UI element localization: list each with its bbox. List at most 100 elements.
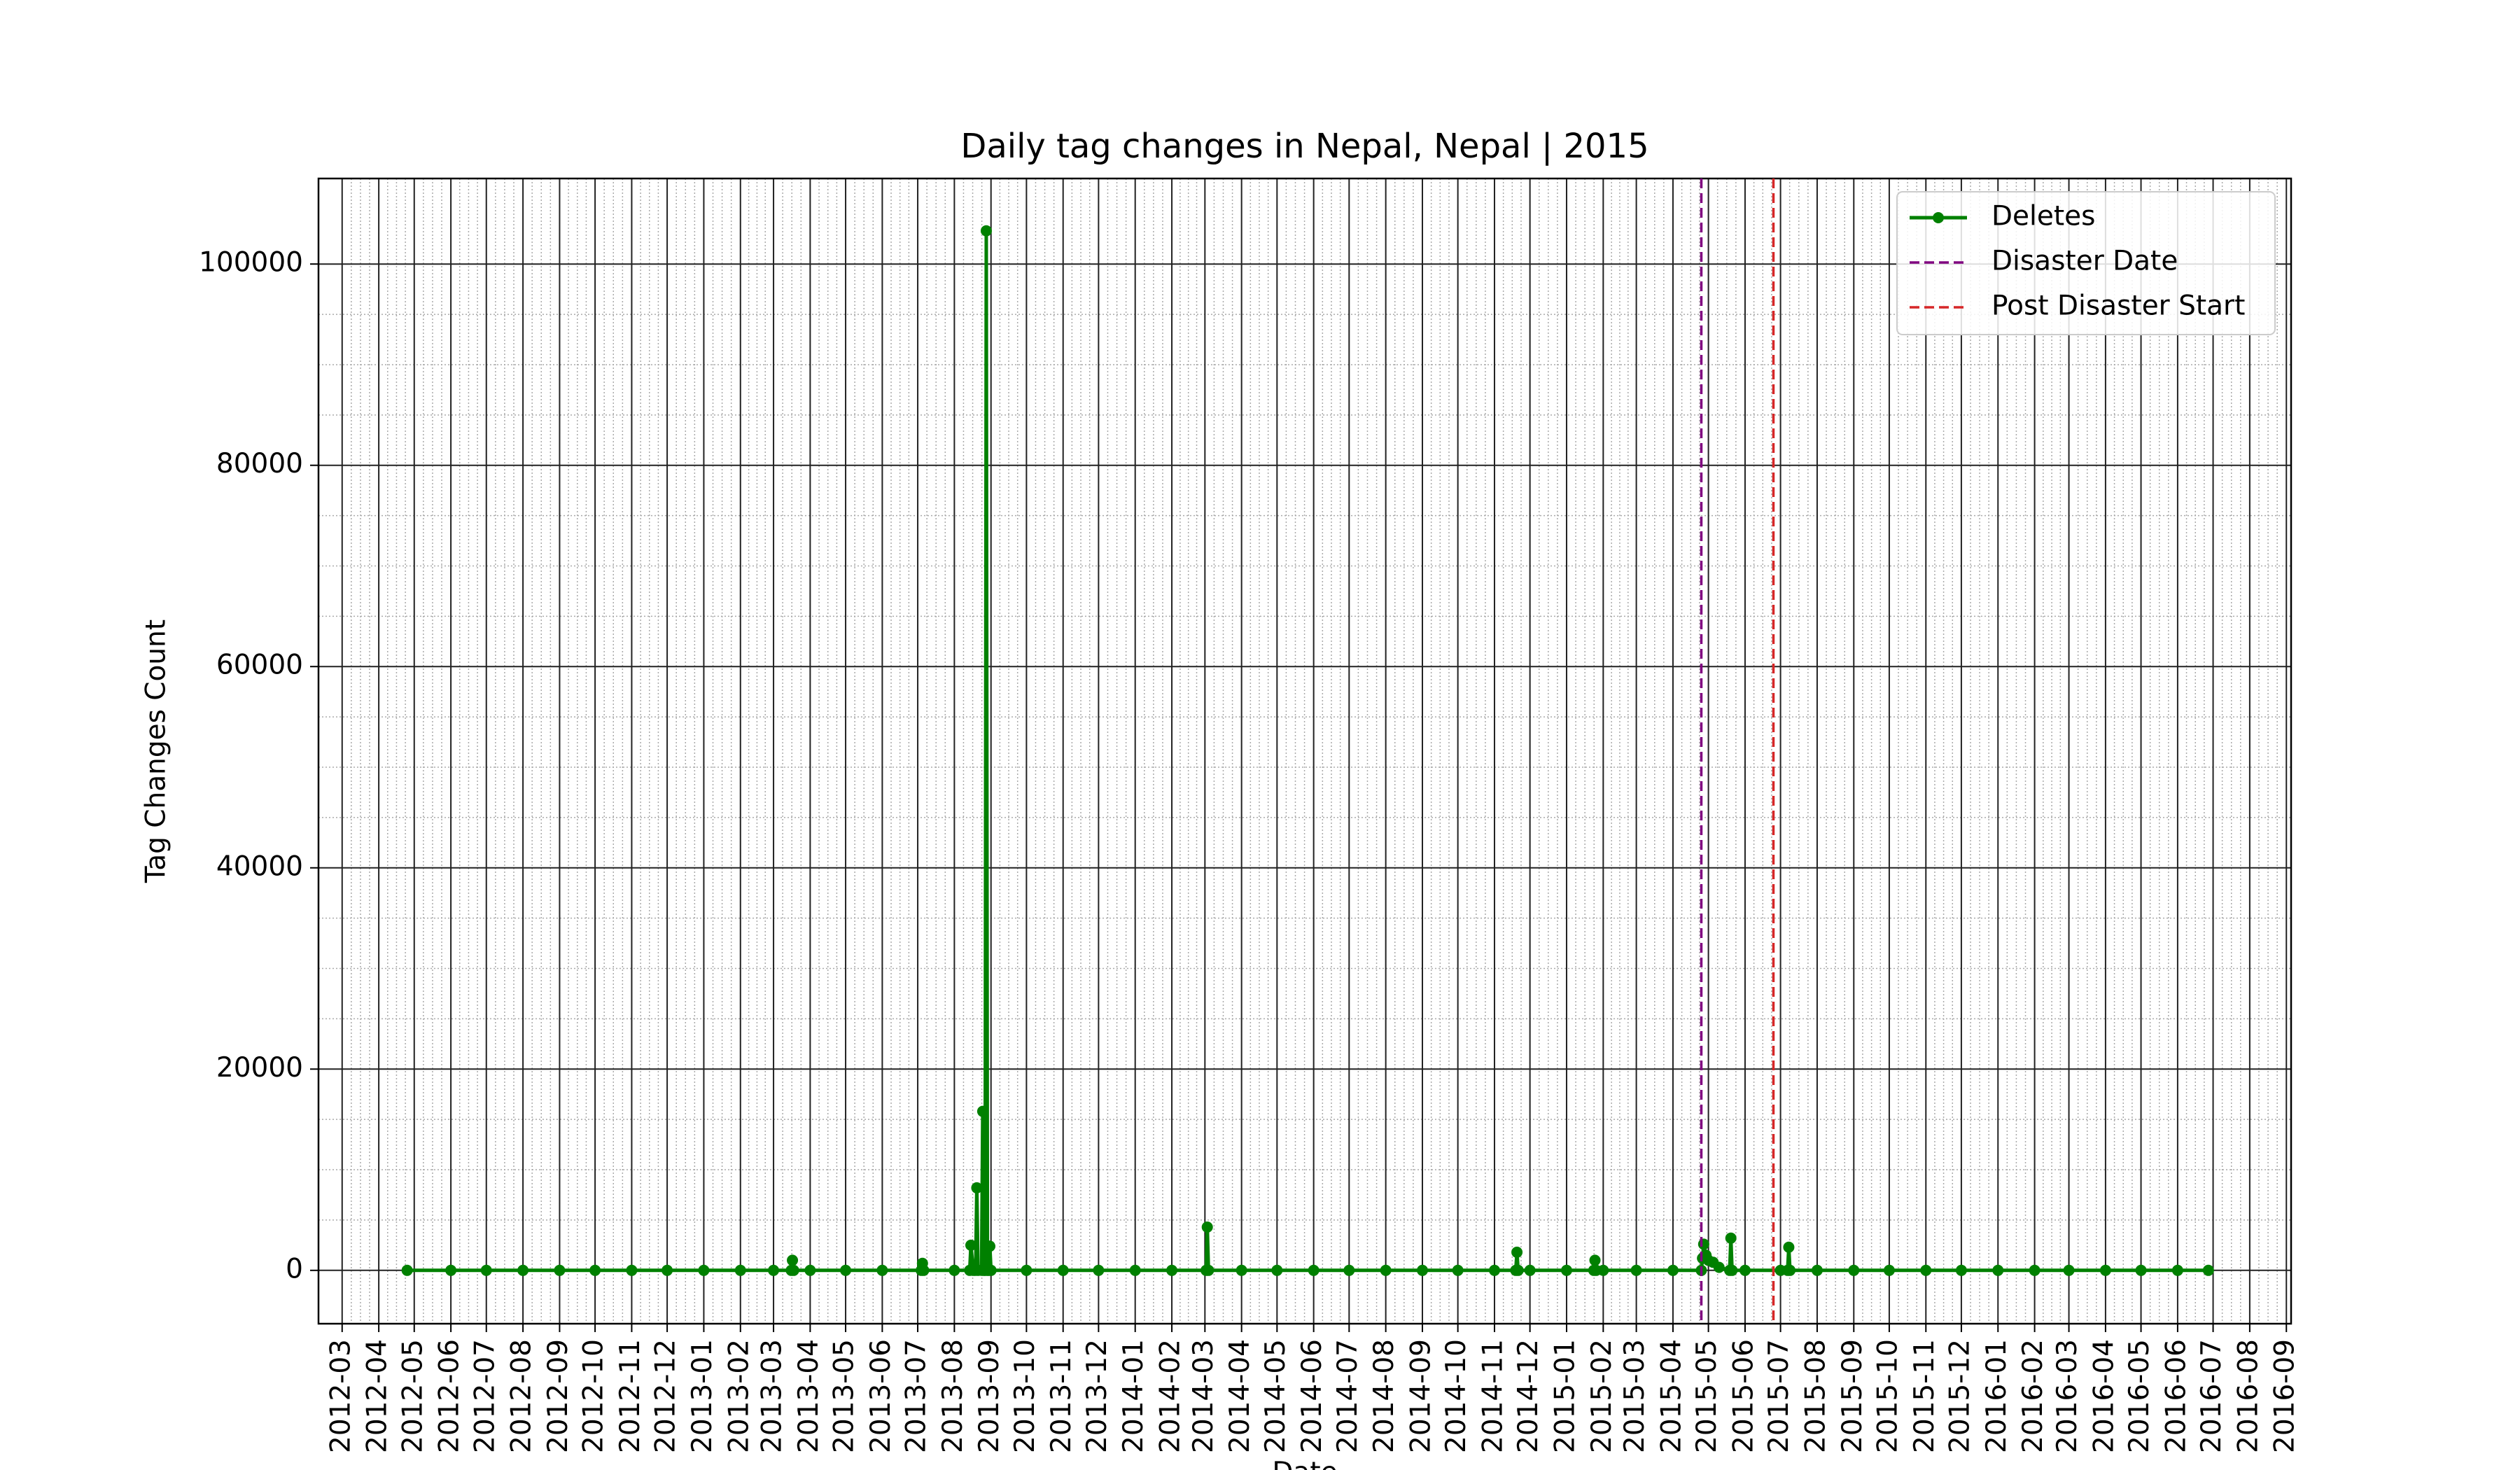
x-tick-label: 2014-01 — [1118, 1339, 1149, 1453]
x-tick-label: 2013-12 — [1082, 1339, 1113, 1453]
x-tick-label: 2016-05 — [2124, 1339, 2155, 1453]
legend-label: Post Disaster Start — [1991, 290, 2245, 322]
x-tick-label: 2012-05 — [397, 1339, 428, 1453]
x-tick-label: 2014-04 — [1224, 1339, 1256, 1453]
x-tick-label: 2015-06 — [1728, 1339, 1759, 1453]
x-tick-label: 2013-01 — [687, 1339, 718, 1453]
x-tick-label: 2014-03 — [1188, 1339, 1219, 1453]
x-tick-label: 2013-07 — [901, 1339, 932, 1453]
x-tick-label: 2015-07 — [1763, 1339, 1795, 1453]
data-point — [1271, 1264, 1283, 1276]
x-tick-label: 2014-08 — [1368, 1339, 1400, 1453]
x-tick-label: 2013-09 — [974, 1339, 1005, 1453]
x-tick-label: 2015-12 — [1944, 1339, 1975, 1453]
y-tick-label: 100000 — [199, 247, 303, 279]
data-point — [840, 1264, 852, 1276]
x-tick-label: 2015-04 — [1656, 1339, 1687, 1453]
x-tick-label: 2015-02 — [1586, 1339, 1618, 1453]
data-point — [1698, 1238, 1709, 1250]
x-tick-label: 2014-10 — [1441, 1339, 1472, 1453]
data-point — [1783, 1241, 1795, 1253]
legend-box — [1896, 191, 2276, 335]
data-point — [1416, 1264, 1428, 1276]
data-point — [980, 225, 992, 237]
data-point — [1488, 1264, 1500, 1276]
y-tick-label: 60000 — [216, 650, 303, 681]
x-tick-label: 2013-02 — [723, 1339, 755, 1453]
x-tick-label: 2012-10 — [578, 1339, 610, 1453]
data-point — [1589, 1254, 1601, 1266]
x-tick-label: 2014-02 — [1155, 1339, 1186, 1453]
data-point — [1380, 1264, 1392, 1276]
x-tick-label: 2012-12 — [650, 1339, 682, 1453]
data-point — [1739, 1264, 1751, 1276]
chart-title: Daily tag changes in Nepal, Nepal | 2015 — [960, 127, 1648, 166]
data-point — [1848, 1264, 1860, 1276]
x-tick-label: 2012-09 — [542, 1339, 574, 1453]
data-point — [1057, 1264, 1069, 1276]
legend-label: Deletes — [1991, 201, 2095, 232]
x-tick-label: 2013-10 — [1009, 1339, 1041, 1453]
x-tick-label: 2015-09 — [1837, 1339, 1868, 1453]
data-point — [1093, 1264, 1105, 1276]
data-point — [1512, 1264, 1524, 1276]
y-tick-label: 0 — [286, 1253, 303, 1284]
data-point — [734, 1264, 746, 1276]
x-axis-label: Date — [1272, 1457, 1337, 1470]
x-tick-label: 2013-05 — [829, 1339, 860, 1453]
x-tick-label: 2012-04 — [362, 1339, 393, 1453]
data-point — [1021, 1264, 1032, 1276]
x-tick-label: 2012-07 — [469, 1339, 500, 1453]
x-tick-label: 2016-06 — [2160, 1339, 2192, 1453]
data-point — [1203, 1264, 1214, 1276]
x-tick-label: 2016-02 — [2017, 1339, 2049, 1453]
data-point — [1992, 1264, 2004, 1276]
x-tick-label: 2016-07 — [2196, 1339, 2227, 1453]
y-tick-label: 80000 — [216, 448, 303, 479]
x-tick-label: 2015-10 — [1872, 1339, 1903, 1453]
data-point — [2171, 1264, 2183, 1276]
data-point — [1511, 1246, 1523, 1258]
x-tick-label: 2012-06 — [434, 1339, 465, 1453]
data-point — [1667, 1264, 1679, 1276]
x-tick-label: 2014-11 — [1477, 1339, 1508, 1453]
x-tick-label: 2014-07 — [1332, 1339, 1364, 1453]
x-tick-label: 2013-03 — [757, 1339, 788, 1453]
data-point — [1597, 1264, 1609, 1276]
data-point — [401, 1264, 413, 1276]
data-point — [976, 1105, 988, 1117]
data-point — [804, 1264, 816, 1276]
data-point — [2099, 1264, 2111, 1276]
x-tick-label: 2014-05 — [1260, 1339, 1292, 1453]
data-point — [1166, 1264, 1178, 1276]
data-point — [1811, 1264, 1823, 1276]
legend-label: Disaster Date — [1991, 246, 2178, 277]
data-point — [971, 1182, 983, 1194]
x-tick-label: 2014-06 — [1296, 1339, 1328, 1453]
data-point — [985, 1264, 997, 1276]
data-point — [1784, 1264, 1796, 1276]
x-tick-label: 2016-03 — [2052, 1339, 2083, 1453]
data-point — [788, 1264, 799, 1276]
x-tick-label: 2013-06 — [865, 1339, 897, 1453]
data-point — [2063, 1264, 2075, 1276]
x-tick-label: 2016-08 — [2232, 1339, 2264, 1453]
data-point — [626, 1264, 638, 1276]
y-tick-label: 40000 — [216, 850, 303, 882]
x-tick-label: 2016-09 — [2269, 1339, 2301, 1453]
data-point — [1236, 1264, 1247, 1276]
data-point — [1883, 1264, 1895, 1276]
x-tick-label: 2014-12 — [1513, 1339, 1544, 1453]
data-point — [698, 1264, 710, 1276]
x-tick-label: 2014-09 — [1405, 1339, 1436, 1453]
data-point — [1955, 1264, 1967, 1276]
data-point — [965, 1239, 977, 1251]
data-point — [1343, 1264, 1355, 1276]
data-point — [984, 1240, 996, 1252]
data-point — [2135, 1264, 2147, 1276]
y-axis-label: Tag Changes Count — [141, 620, 172, 883]
y-tick-label: 20000 — [216, 1052, 303, 1084]
data-point — [918, 1264, 930, 1276]
x-tick-label: 2015-01 — [1549, 1339, 1581, 1453]
data-point — [948, 1264, 960, 1276]
